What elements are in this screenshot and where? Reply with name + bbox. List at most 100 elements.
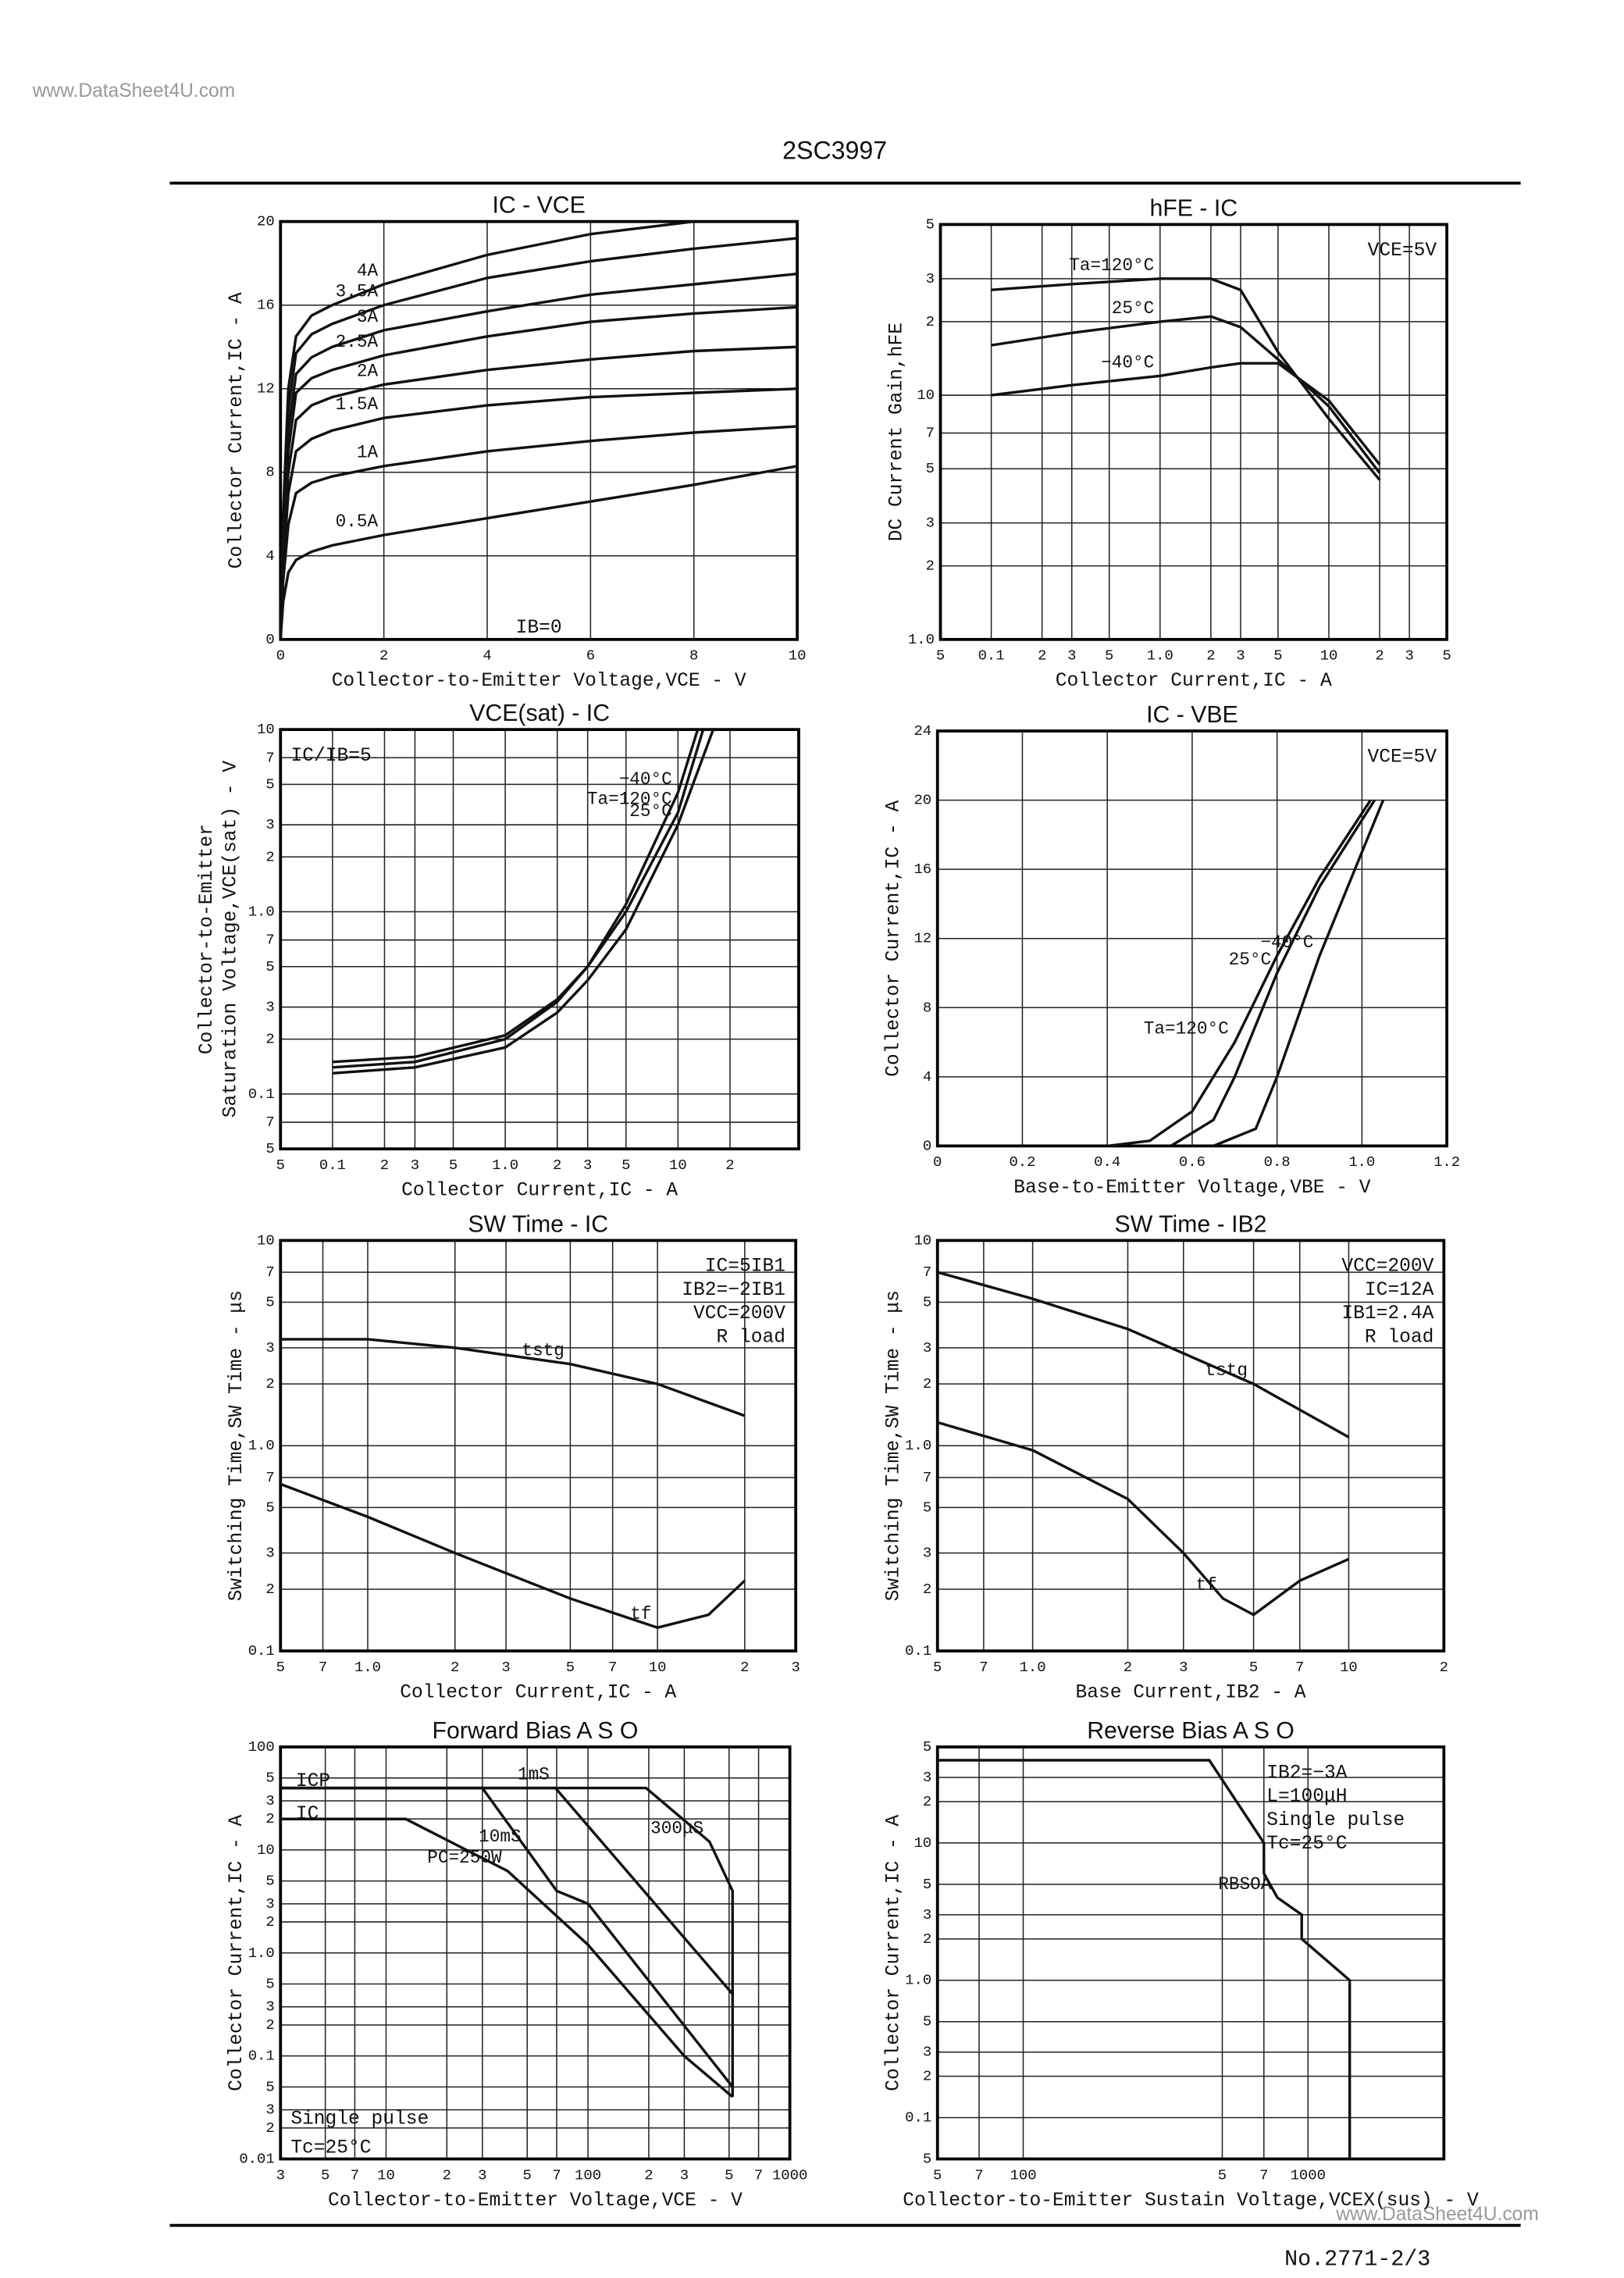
watermark: www.DataSheet4U.com — [1335, 2204, 1539, 2225]
plot-frame — [938, 223, 1448, 641]
y-tick-label: 3 — [265, 1339, 274, 1356]
annotation: L=100μH — [1266, 1787, 1347, 1808]
y-axis-label: Collector Current,IC - A — [884, 1815, 905, 2091]
plot-frame — [935, 1745, 1446, 2161]
curve-label: tstg — [522, 1341, 564, 1361]
curve-label: 10mS — [479, 1827, 521, 1847]
x-tick-label: 1.0 — [354, 1659, 381, 1676]
curve-label: 25°C — [1229, 950, 1271, 970]
y-tick-label: 3 — [265, 1895, 274, 1913]
x-tick-label: 4 — [483, 647, 491, 665]
x-tick-label: 5 — [276, 1659, 285, 1676]
x-tick-label: 3 — [1236, 647, 1245, 665]
y-tick-label: 5 — [926, 216, 935, 233]
curve-label: tstg — [1206, 1360, 1248, 1381]
y-tick-label: 7 — [923, 1264, 931, 1281]
x-tick-label: 3 — [680, 2166, 689, 2184]
y-tick-label: 4 — [265, 547, 274, 565]
x-tick-label: 5 — [936, 647, 945, 665]
chart: IC - VBE 0 0.2 0.4 0.6 0.8 1.0 1.2 0 4 8 12 16 20 24 Ta… — [884, 702, 1461, 1199]
y-tick-label: 2 — [923, 1375, 931, 1392]
y-tick-label: 2 — [926, 558, 935, 575]
y-tick-label: 5 — [265, 1770, 274, 1787]
curve-label: −40°C — [1101, 352, 1154, 373]
annotation: Single pulse — [290, 2109, 429, 2130]
annotation: IC=5IB1 — [705, 1257, 785, 1278]
x-axis-label: Collector Current,IC - A — [401, 1181, 678, 1202]
annotation: IC=12A — [1365, 1280, 1434, 1301]
annotation: Tc=25°C — [290, 2137, 371, 2159]
x-tick-label: 3 — [478, 2166, 486, 2184]
curve — [1213, 799, 1385, 1147]
plot-frame — [279, 1745, 792, 2161]
y-tick-label: 12 — [257, 380, 275, 397]
y-tick-label: 2 — [923, 1930, 931, 1948]
y-tick-label: 7 — [265, 932, 274, 949]
x-tick-label: 100 — [575, 2166, 601, 2184]
x-tick-label: 0.4 — [1094, 1153, 1120, 1171]
x-tick-label: 5 — [566, 1659, 575, 1676]
y-tick-label: 5 — [923, 2013, 931, 2030]
plot-frame — [279, 1239, 798, 1652]
curve — [280, 1482, 746, 1629]
y-axis-label: Switching Time,SW Time - μs — [884, 1290, 905, 1601]
x-tick-label: 5 — [321, 2166, 329, 2184]
x-tick-label: 7 — [608, 1659, 617, 1676]
chart: Reverse Bias A S O 5 7 100 5 7 1000 5 0.1 2 3 5 1.0 2… — [884, 1718, 1479, 2212]
y-tick-label: 5 — [923, 1294, 931, 1311]
chart: IC - VCE 0 2 4 6 8 10 0 4 8 12 16 20 4A3.5A 3A 2.5A 2A 1.… — [226, 193, 806, 692]
x-tick-label: 5 — [276, 1157, 285, 1174]
x-tick-label: 1.0 — [1348, 1153, 1375, 1171]
curve-label: 1mS — [518, 1764, 550, 1784]
curve-label: tf — [1196, 1575, 1217, 1595]
y-tick-label: 3 — [265, 816, 274, 833]
y-tick-label: 7 — [265, 749, 274, 766]
x-tick-label: 10 — [649, 1659, 667, 1676]
x-tick-label: 3 — [1067, 647, 1076, 665]
curve-label: PC=250W — [427, 1848, 502, 1868]
curve — [991, 277, 1381, 481]
y-tick-label: 0.01 — [239, 2151, 274, 2168]
y-tick-label: 0 — [923, 1137, 931, 1154]
y-tick-label: 3 — [265, 999, 274, 1016]
x-axis-label: Collector-to-Emitter Voltage,VCE - V — [332, 671, 746, 692]
curve — [332, 729, 715, 1075]
curve-label: 300μS — [650, 1818, 703, 1838]
y-axis-label: Collector Current,IC - A — [226, 1815, 248, 2091]
y-axis-label: DC Current Gain,hFE — [886, 323, 907, 541]
curve-label: 0.5A — [336, 512, 379, 532]
x-tick-label: 10 — [1340, 1659, 1358, 1676]
x-tick-label: 5 — [1249, 1659, 1258, 1676]
y-tick-label: 5 — [923, 1499, 931, 1516]
y-tick-label: 10 — [257, 1232, 275, 1249]
plot-frame — [935, 729, 1448, 1148]
x-tick-label: 3 — [501, 1659, 510, 1676]
y-axis-label: Switching Time,SW Time - μs — [226, 1290, 248, 1601]
curve-label: Ta=120°C — [587, 790, 672, 810]
y-tick-label: 2 — [923, 2068, 931, 2085]
y-tick-label: 5 — [923, 1738, 931, 1756]
x-tick-label: 2 — [380, 1157, 389, 1174]
x-tick-label: 0.1 — [978, 647, 1005, 665]
y-tick-label: 5 — [265, 958, 274, 975]
y-tick-label: 5 — [923, 1876, 931, 1893]
y-tick-label: 7 — [926, 425, 935, 442]
x-tick-label: 2 — [644, 2166, 653, 2184]
y-tick-label: 3 — [923, 1545, 931, 1562]
x-tick-label: 3 — [276, 2166, 285, 2184]
y-tick-label: 3 — [265, 1545, 274, 1562]
x-axis-label: Base Current,IB2 - A — [1076, 1683, 1306, 1704]
x-tick-label: 5 — [621, 1157, 630, 1174]
x-tick-label: 2 — [1124, 1659, 1132, 1676]
curve-label: 25°C — [1112, 298, 1154, 319]
y-tick-label: 5 — [265, 1975, 274, 1992]
y-tick-label: 2 — [265, 2016, 274, 2034]
chart-title: hFE - IC — [1149, 196, 1238, 222]
x-tick-label: 5 — [449, 1157, 458, 1174]
annotation: Single pulse — [1266, 1810, 1405, 1831]
y-tick-label: 5 — [265, 1294, 274, 1311]
annotation: IC/IB=5 — [291, 746, 372, 767]
x-tick-label: 2 — [1206, 647, 1215, 665]
y-tick-label: 0.1 — [905, 2109, 931, 2126]
